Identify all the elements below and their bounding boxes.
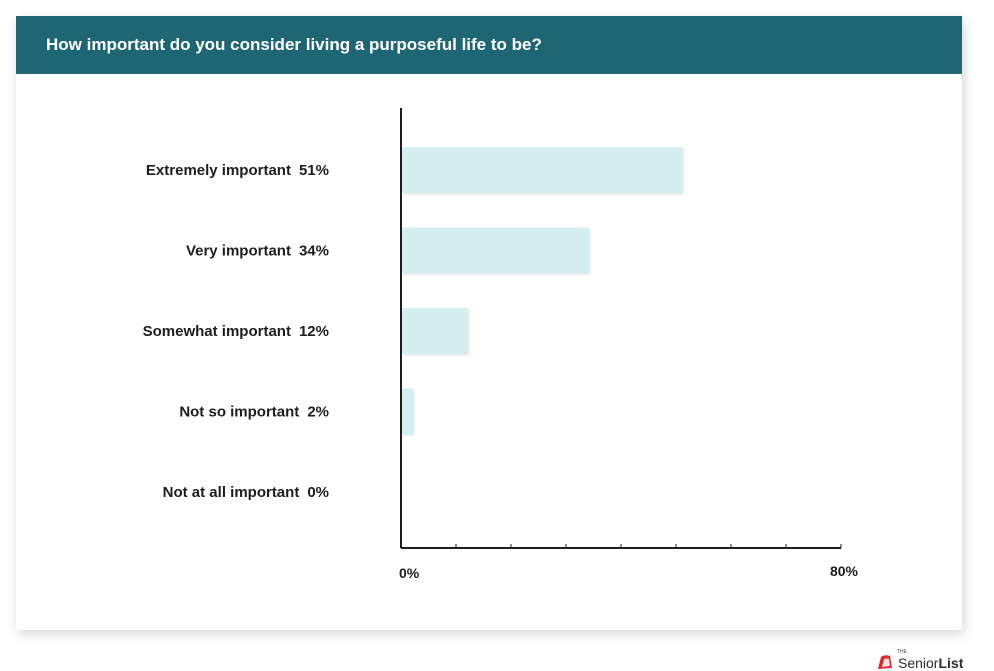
chart-title: How important do you consider living a p… (46, 35, 542, 54)
category-name-0: Extremely important (146, 162, 291, 179)
data-label-3: 2% (307, 404, 329, 421)
bar-0 (402, 147, 683, 193)
category-label-4: Not at all important 0% (163, 484, 329, 501)
category-label-1: Very important 34% (186, 243, 329, 260)
logo-brand-bold: List (938, 655, 964, 671)
data-label-0: 51% (299, 162, 329, 179)
bar-2 (402, 308, 468, 354)
data-label-4: 0% (307, 484, 329, 501)
bar-1 (402, 227, 589, 274)
category-label-3: Not so important 2% (179, 404, 329, 421)
category-name-4: Not at all important (163, 484, 300, 501)
category-label-0: Extremely important 51% (146, 162, 329, 179)
chart-card: How important do you consider living a p… (16, 16, 962, 630)
bar-chart: Extremely important 51% Very important 34% S… (143, 108, 859, 581)
data-label-2: 12% (299, 323, 329, 340)
x-tick-label-max: 80% (830, 563, 859, 579)
chart-header: How important do you consider living a p… (16, 16, 962, 74)
category-name-1: Very important (186, 243, 291, 260)
bar-3 (402, 388, 413, 435)
category-name-2: Somewhat important (143, 323, 291, 340)
logo-brand: SeniorList (898, 656, 963, 670)
seniorlist-logo: THE SeniorList (876, 649, 963, 670)
seniorlist-logo-icon (878, 655, 892, 669)
logo-brand-light: Senior (898, 655, 939, 671)
category-label-2: Somewhat important 12% (143, 323, 329, 340)
data-label-1: 34% (299, 243, 329, 260)
x-tick-label-min: 0% (399, 565, 420, 581)
category-name-3: Not so important (179, 404, 299, 421)
logo-the: THE (897, 649, 907, 655)
